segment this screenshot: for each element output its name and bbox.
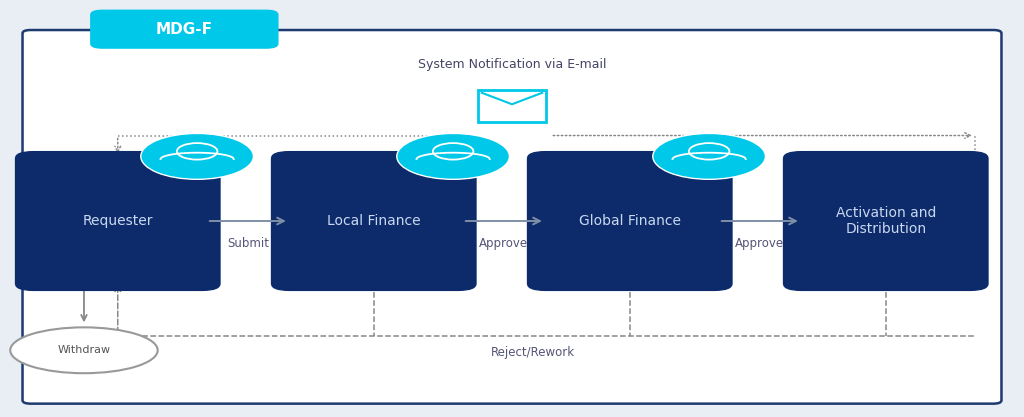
Text: Activation and
Distribution: Activation and Distribution	[836, 206, 936, 236]
Text: Withdraw: Withdraw	[57, 345, 111, 355]
Ellipse shape	[10, 327, 158, 373]
Text: System Notification via E-mail: System Notification via E-mail	[418, 58, 606, 71]
Circle shape	[397, 133, 510, 179]
Text: MDG-F: MDG-F	[156, 22, 213, 37]
Text: Approve: Approve	[735, 237, 784, 251]
Text: Approve: Approve	[479, 237, 528, 251]
FancyBboxPatch shape	[270, 151, 476, 291]
FancyBboxPatch shape	[15, 151, 221, 291]
FancyBboxPatch shape	[90, 10, 279, 49]
Text: Local Finance: Local Finance	[327, 214, 421, 228]
FancyBboxPatch shape	[526, 151, 733, 291]
Text: Global Finance: Global Finance	[579, 214, 681, 228]
FancyBboxPatch shape	[782, 151, 989, 291]
Text: Submit: Submit	[226, 237, 269, 251]
FancyBboxPatch shape	[23, 30, 1001, 404]
Text: Reject/Rework: Reject/Rework	[490, 346, 574, 359]
Text: Requester: Requester	[83, 214, 153, 228]
Circle shape	[141, 133, 254, 179]
Circle shape	[653, 133, 766, 179]
FancyBboxPatch shape	[477, 90, 547, 123]
